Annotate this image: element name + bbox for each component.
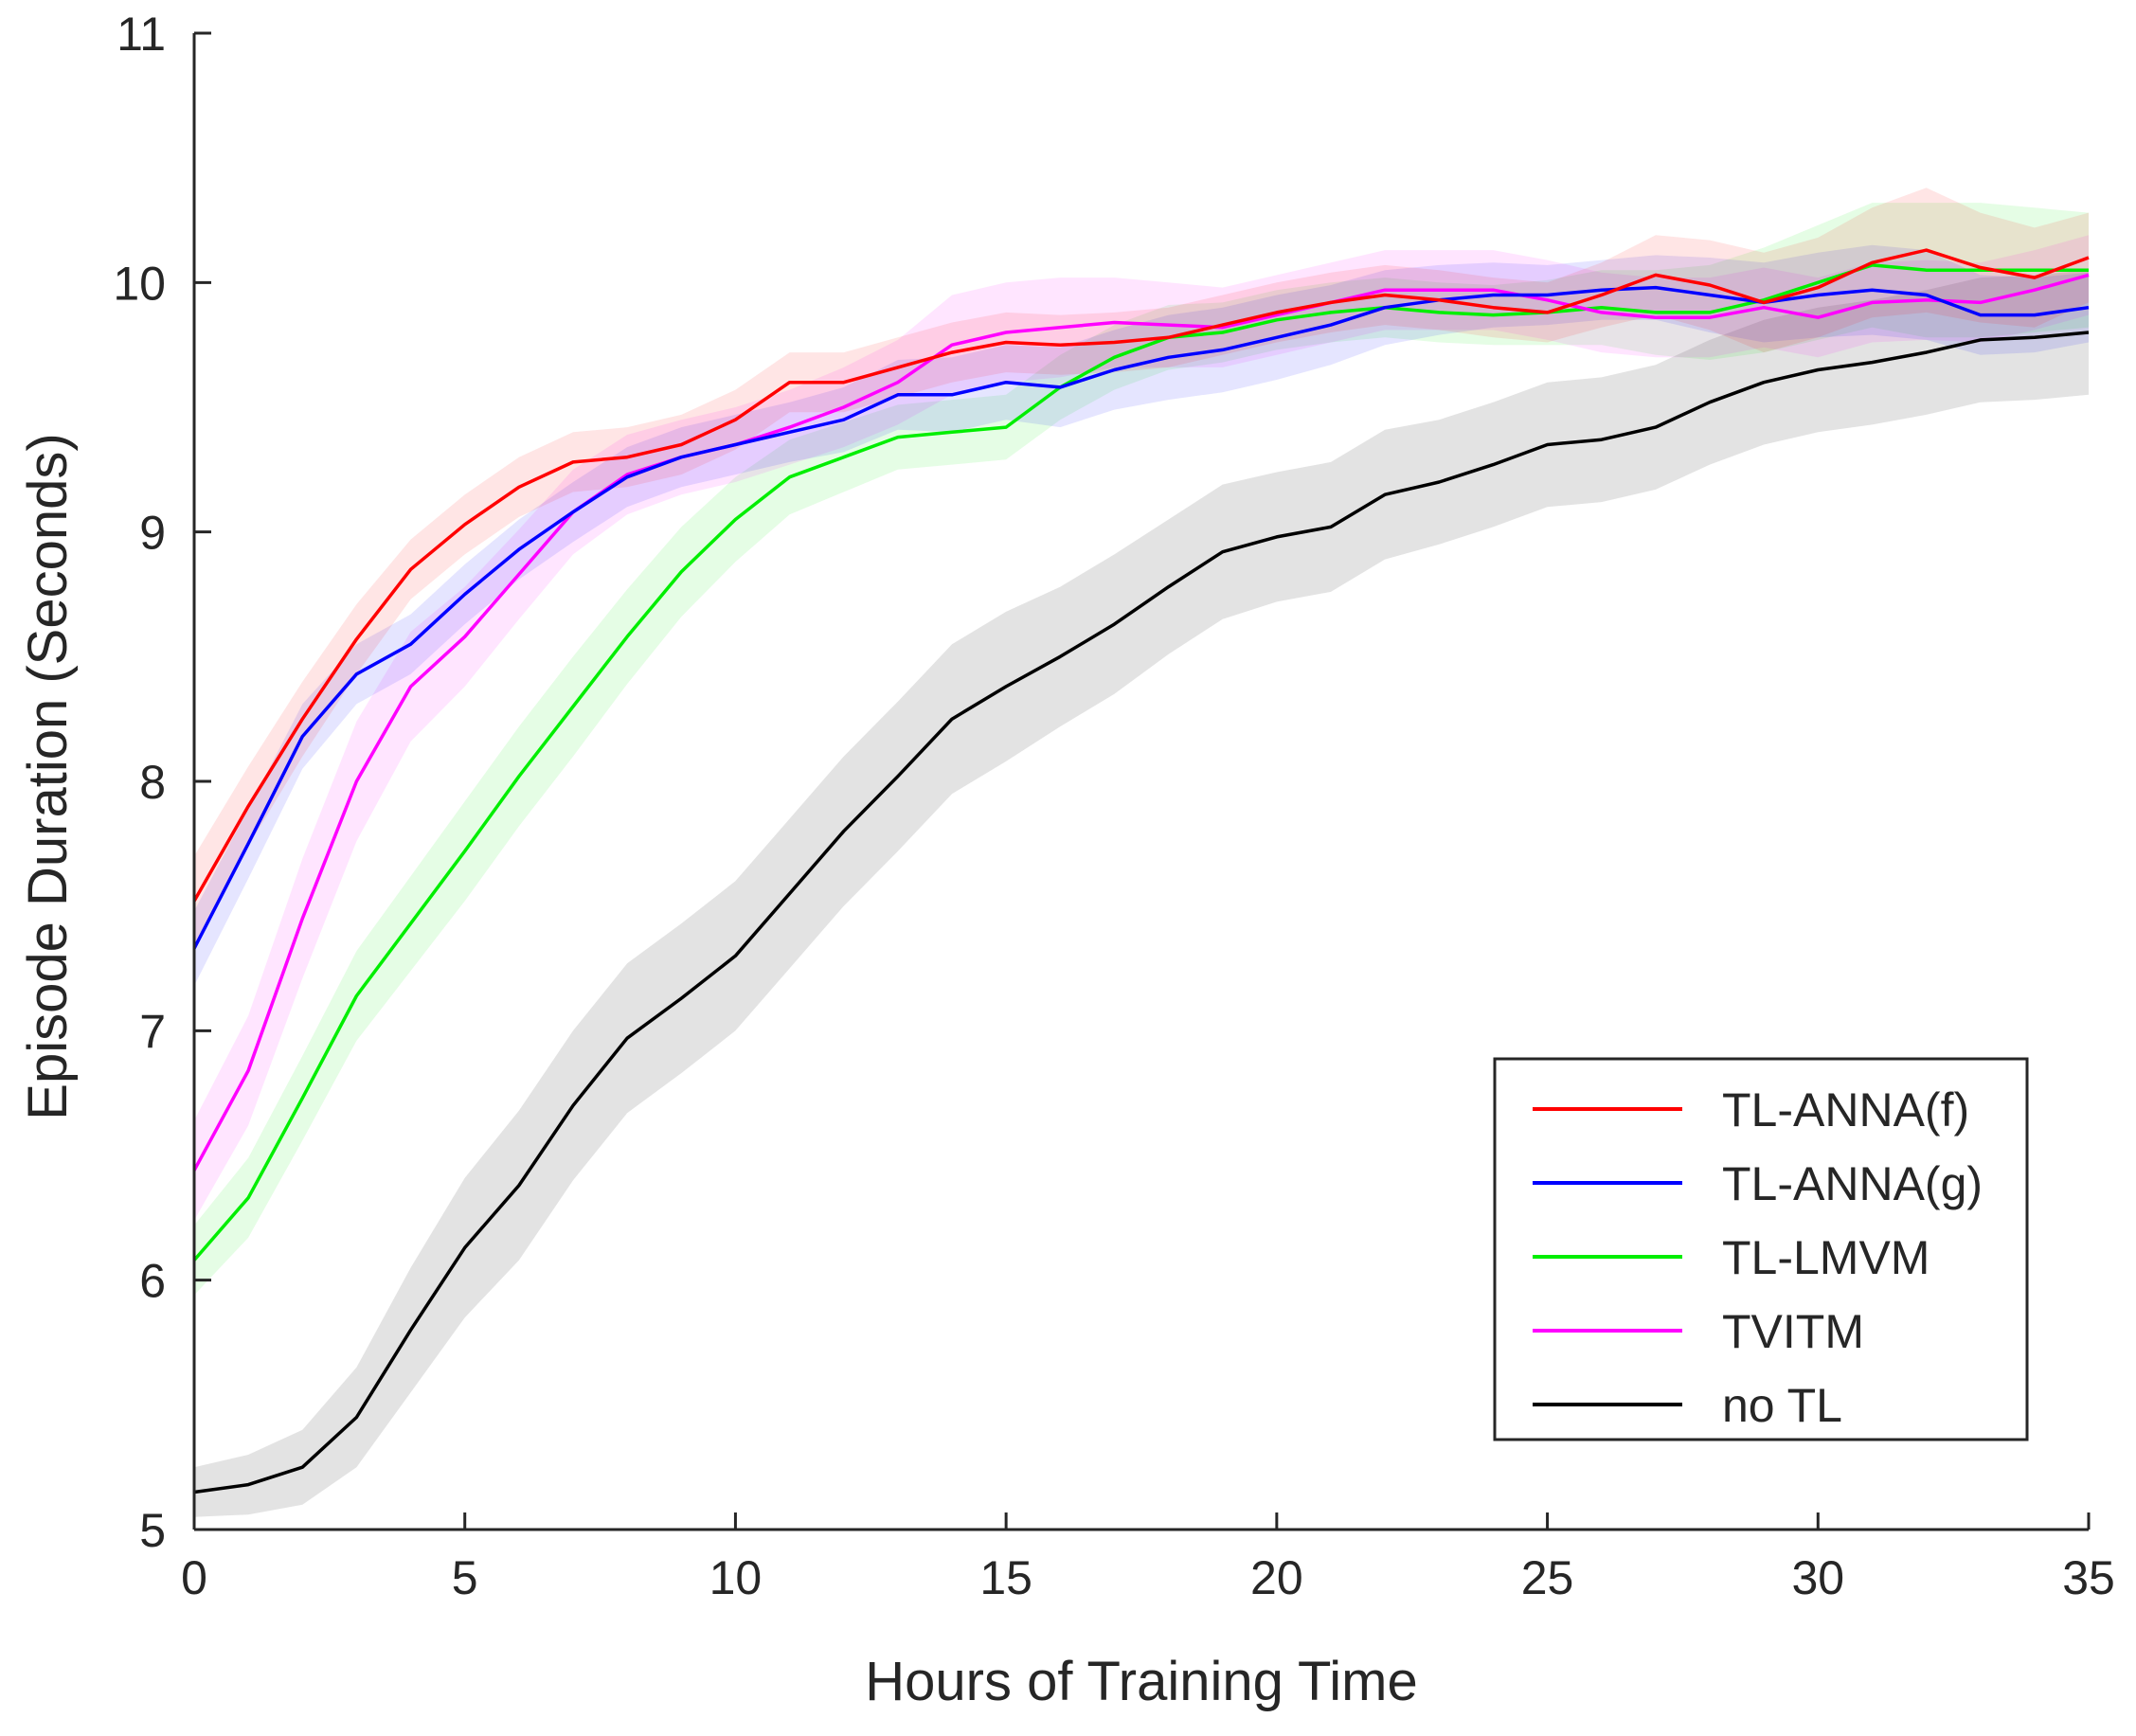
- legend: TL-ANNA(f) TL-ANNA(g) TL-LMVM TVITM no TL: [1495, 1059, 2027, 1440]
- x-tick-label: 35: [2062, 1551, 2115, 1604]
- y-tick-label: 8: [139, 756, 166, 809]
- x-tick-label: 5: [452, 1551, 478, 1604]
- legend-label-no-tl: no TL: [1722, 1379, 1842, 1432]
- y-tick-label: 11: [117, 8, 166, 61]
- x-tick-label: 0: [181, 1551, 207, 1604]
- y-tick-label: 10: [113, 257, 166, 310]
- y-tick-label: 9: [139, 507, 166, 560]
- line-chart: 0 5 10 15 20 25 30 35567891011 Hours of Trainin…: [0, 0, 2136, 1731]
- chart-root: 0 5 10 15 20 25 30 35 5 6 7 8 9 10 11 Hours of Trainin…: [0, 0, 2136, 1731]
- y-tick-label: 5: [139, 1504, 166, 1557]
- legend-label-tl-anna-g: TL-ANNA(g): [1722, 1157, 1983, 1210]
- x-tick-label: 30: [1791, 1551, 1844, 1604]
- x-tick-label: 20: [1250, 1551, 1303, 1604]
- y-axis-label: Episode Duration (Seconds): [17, 433, 79, 1119]
- legend-label-tl-anna-f: TL-ANNA(f): [1722, 1083, 1969, 1136]
- x-tick-label: 10: [709, 1551, 763, 1604]
- y-tick-label: 7: [139, 1005, 166, 1058]
- legend-label-tvitm: TVITM: [1722, 1305, 1864, 1358]
- x-tick-label: 25: [1521, 1551, 1574, 1604]
- x-tick-label: 15: [979, 1551, 1032, 1604]
- y-tick-label: 6: [139, 1255, 166, 1308]
- legend-label-tl-lmvm: TL-LMVM: [1722, 1231, 1930, 1284]
- x-axis-label: Hours of Training Time: [865, 1651, 1417, 1712]
